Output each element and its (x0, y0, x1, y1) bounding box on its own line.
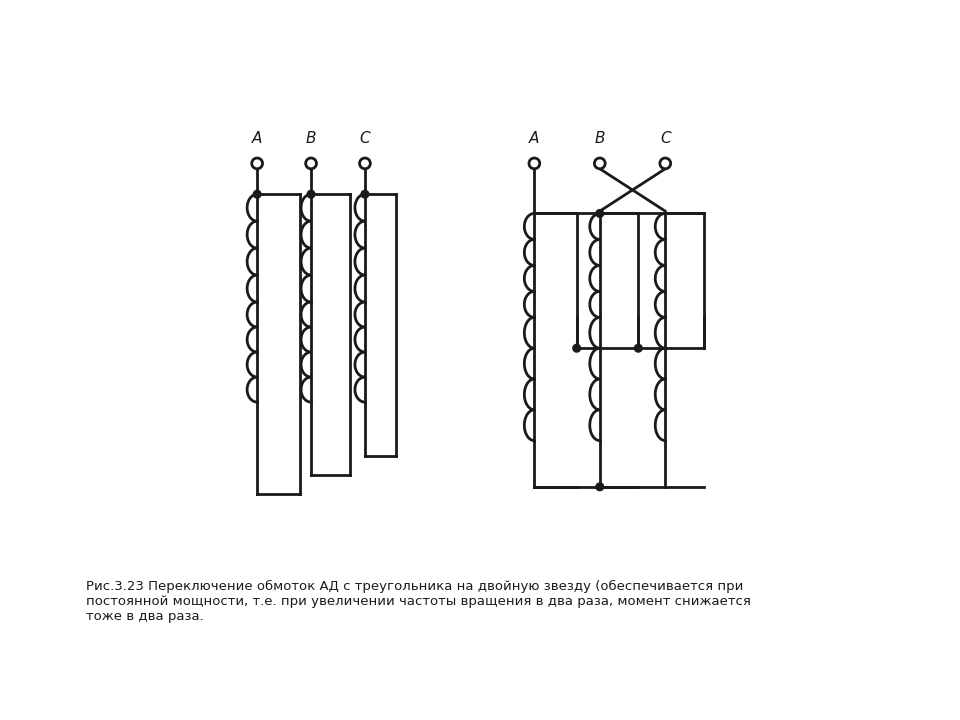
Circle shape (660, 158, 671, 168)
Text: А: А (252, 132, 262, 146)
Circle shape (635, 344, 642, 352)
Circle shape (252, 158, 262, 168)
Circle shape (596, 483, 604, 490)
Circle shape (253, 190, 261, 198)
Text: Рис.3.23 Переключение обмоток АД с треугольника на двойную звезду (обеспечиваетс: Рис.3.23 Переключение обмоток АД с треуг… (86, 580, 752, 623)
Text: В: В (306, 132, 316, 146)
Circle shape (305, 158, 317, 168)
Circle shape (573, 344, 581, 352)
Circle shape (529, 158, 540, 168)
Text: С: С (360, 132, 371, 146)
Circle shape (360, 158, 371, 168)
Text: В: В (594, 132, 605, 146)
Circle shape (594, 158, 605, 168)
Circle shape (361, 190, 369, 198)
Circle shape (307, 190, 315, 198)
Text: С: С (660, 132, 671, 146)
Circle shape (596, 210, 604, 217)
Text: А: А (529, 132, 540, 146)
